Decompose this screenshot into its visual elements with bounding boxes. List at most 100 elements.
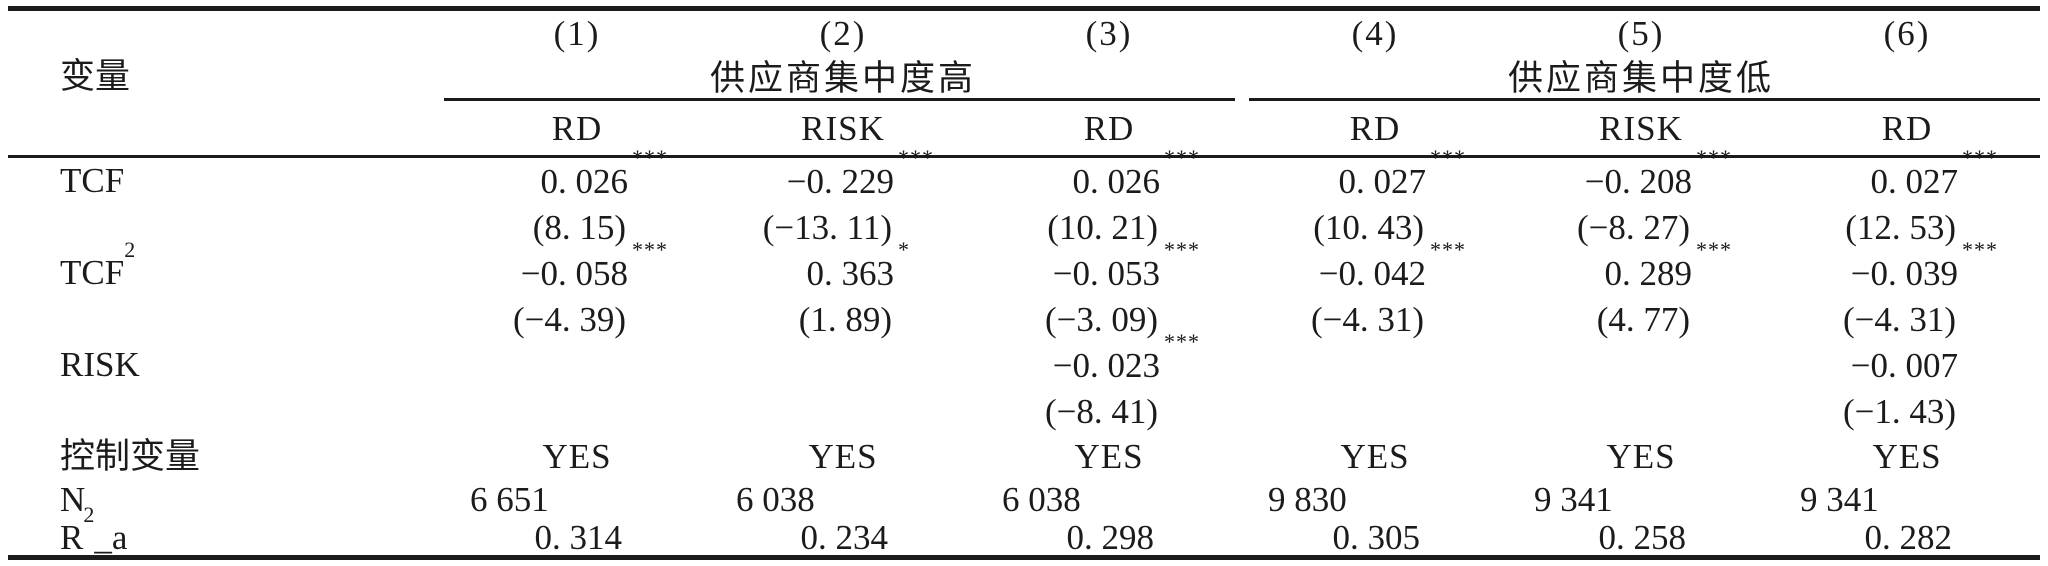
controls-value: YES: [1872, 437, 1942, 476]
tstat-cell: (−4. 31): [1842, 299, 1956, 339]
tstat-cell: (−4. 31): [1310, 299, 1424, 339]
tstat-cell: [1508, 388, 1774, 434]
r2a-value: 0. 258: [1598, 518, 1687, 557]
coef-cell: −0. 229***: [786, 144, 934, 201]
coef-value: 0. 026: [1072, 161, 1161, 201]
coef-cell: [1242, 342, 1508, 388]
coef-value: −0. 208: [1584, 161, 1692, 201]
coef-value: −0. 053: [1052, 253, 1160, 293]
row-label-risk: RISK: [8, 342, 444, 434]
r2a-value: 0. 305: [1332, 518, 1421, 557]
coef-value: −0. 007: [1850, 345, 1958, 385]
coef-value: 0. 289: [1604, 253, 1693, 293]
header-row-model-numbers: 变量 (1) (2) (3) (4) (5) (6): [8, 8, 2040, 158]
tstat-cell: [710, 388, 976, 434]
coef-cell: 0. 363*: [806, 236, 910, 293]
tcf-tstat-row: (8. 15) (−13. 11) (10. 21) (10. 43) (−8.…: [8, 204, 2040, 250]
tstat-cell: (10. 21): [1047, 207, 1158, 247]
tstat-cell: (−13. 11): [762, 207, 892, 247]
tstat-cell: (−8. 41): [1044, 391, 1158, 431]
risk-coefficient-row: RISK −0. 023*** −0. 007: [8, 328, 2040, 388]
tstat-cell: (10. 43): [1313, 207, 1424, 247]
r2a-value: 0. 282: [1864, 518, 1953, 557]
tstat-cell: (−8. 27): [1576, 207, 1690, 247]
row-label-text: RISK: [60, 345, 140, 384]
tstat-cell: [1242, 388, 1508, 434]
row-label-r2a: R2_a: [8, 504, 444, 558]
observations-row: N 6 651 6 038 6 038 9 830 9 341 9 341: [8, 479, 2040, 520]
group-header-low-supplier-concentration: 供应商集中度低: [1242, 55, 2040, 101]
row-label-superscript: 2: [124, 237, 136, 263]
row-label-n: N: [60, 480, 86, 519]
r-squared-row: R2_a 0. 314 0. 234 0. 298 0. 305 0. 258 …: [8, 504, 2040, 558]
coef-cell: −0. 023***: [1052, 328, 1200, 385]
r2a-value: 0. 314: [534, 518, 623, 557]
coef-value: 0. 027: [1338, 161, 1427, 201]
dep-var-cell: RD: [976, 101, 1242, 158]
dep-var-cell: RD: [1774, 101, 2040, 158]
dep-var-cell: RISK: [710, 101, 976, 158]
tstat-cell: (−4. 39): [512, 299, 626, 339]
coef-cell: −0. 042***: [1318, 236, 1466, 293]
coef-cell: −0. 058***: [520, 236, 668, 293]
coef-cell: [444, 342, 710, 388]
controls-value: YES: [1606, 437, 1676, 476]
coef-value: −0. 039: [1850, 253, 1958, 293]
tstat-cell: (8. 15): [532, 207, 626, 247]
dep-var-cell: RD: [444, 101, 710, 158]
coef-cell: −0. 053***: [1052, 236, 1200, 293]
coef-cell: 0. 026***: [1072, 144, 1200, 201]
r2a-value: 0. 234: [800, 518, 889, 557]
n-value: 6 651: [470, 480, 549, 519]
coef-value: 0. 027: [1870, 161, 1959, 201]
row-label-tcf-squared: TCF2: [8, 239, 444, 342]
n-value: 9 341: [1534, 480, 1613, 519]
tstat-cell: (−1. 43): [1842, 391, 1956, 431]
n-value: 9 830: [1268, 480, 1347, 519]
coef-value: 0. 363: [806, 253, 895, 293]
n-value: 9 341: [1800, 480, 1879, 519]
model-number-4: (4): [1351, 13, 1399, 53]
variable-column-header: 变量: [8, 8, 444, 158]
regression-results-table: 变量 (1) (2) (3) (4) (5) (6) 供应商集中度高 供应商集中…: [8, 6, 2040, 560]
n-value: 6 038: [1002, 480, 1081, 519]
coef-cell: 0. 027***: [1870, 144, 1998, 201]
r2a-value: 0. 298: [1066, 518, 1155, 557]
model-number-5: (5): [1617, 13, 1665, 53]
tcf2-coefficient-row: TCF2 −0. 058*** 0. 363* −0. 053*** −0. 0…: [8, 236, 2040, 296]
n-value: 6 038: [736, 480, 815, 519]
control-variables-row: 控制变量 YES YES YES YES YES YES: [8, 434, 2040, 479]
tcf2-tstat-row: (−4. 39) (1. 89) (−3. 09) (−4. 31) (4. 7…: [8, 296, 2040, 342]
header-row-groups: 供应商集中度高 供应商集中度低: [8, 55, 2040, 101]
tstat-cell: (4. 77): [1596, 299, 1690, 339]
coef-cell: −0. 208***: [1584, 144, 1732, 201]
coef-cell: 0. 027***: [1338, 144, 1466, 201]
tstat-cell: [444, 388, 710, 434]
controls-value: YES: [808, 437, 878, 476]
coef-cell: [1508, 342, 1774, 388]
tcf-coefficient-row: TCF 0. 026*** −0. 229*** 0. 026*** 0. 02…: [8, 144, 2040, 205]
coef-value: −0. 229: [786, 161, 894, 201]
controls-value: YES: [542, 437, 612, 476]
row-label-superscript: 2: [83, 502, 95, 528]
row-label-text: TCF: [60, 161, 125, 200]
coef-cell: −0. 007: [1774, 342, 2040, 388]
row-label-text: R: [60, 518, 84, 557]
controls-value: YES: [1074, 437, 1144, 476]
coef-value: 0. 026: [540, 161, 629, 201]
tstat-cell: (1. 89): [798, 299, 892, 339]
risk-tstat-row: (−8. 41) (−1. 43): [8, 388, 2040, 434]
model-number-3: (3): [1085, 13, 1133, 53]
row-label-controls: 控制变量: [60, 437, 201, 476]
coef-value: −0. 042: [1318, 253, 1426, 293]
row-label-tcf: TCF: [8, 157, 444, 251]
controls-value: YES: [1340, 437, 1410, 476]
model-number-1: (1): [553, 13, 601, 53]
coef-value: −0. 058: [520, 253, 628, 293]
tstat-cell: (12. 53): [1845, 207, 1956, 247]
group-header-high-supplier-concentration: 供应商集中度高: [444, 55, 1242, 101]
tstat-cell: (−3. 09): [1044, 299, 1158, 339]
coef-cell: 0. 026***: [540, 144, 668, 201]
row-label-text: TCF: [60, 253, 125, 292]
dep-var-cell: RD: [1242, 101, 1508, 158]
